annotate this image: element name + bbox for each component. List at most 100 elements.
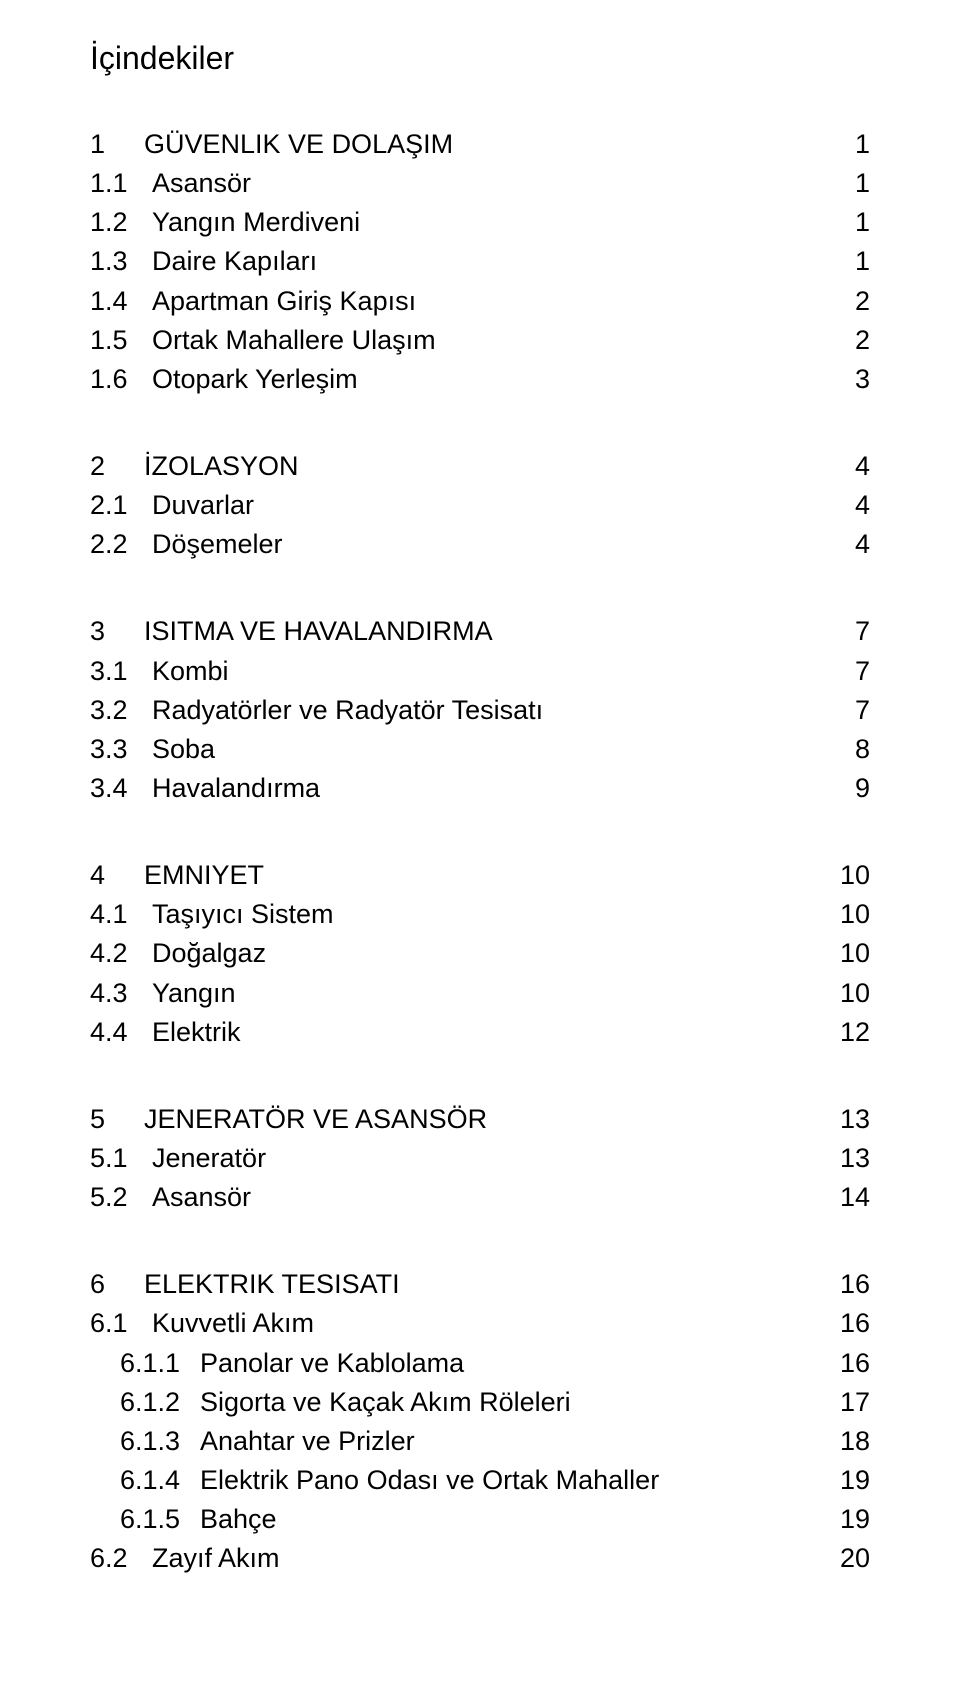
toc-item-row: 3.3Soba8 — [90, 730, 870, 769]
toc-section-label: İZOLASYON — [144, 447, 820, 486]
toc-item-label: Kuvvetli Akım — [152, 1304, 820, 1343]
toc-item-label: Yangın — [152, 974, 820, 1013]
toc-item-num: 3.4 — [90, 769, 152, 808]
toc-item-num: 5.2 — [90, 1178, 152, 1217]
toc-section-label: ISITMA VE HAVALANDIRMA — [144, 612, 820, 651]
toc-subitem-num: 6.1.5 — [120, 1500, 200, 1539]
toc-item-row: 2.1Duvarlar4 — [90, 486, 870, 525]
toc-page-num: 1 — [820, 164, 870, 203]
toc-section: 3ISITMA VE HAVALANDIRMA73.1Kombi73.2Rady… — [90, 612, 870, 808]
toc-subitem-num: 6.1.2 — [120, 1383, 200, 1422]
toc-page: İçindekiler 1GÜVENLIK VE DOLAŞIM11.1Asan… — [0, 0, 960, 1686]
page-title: İçindekiler — [90, 40, 870, 77]
toc-section-num: 2 — [90, 447, 144, 486]
toc-item-label: Radyatörler ve Radyatör Tesisatı — [152, 691, 820, 730]
toc-item-row: 1.6Otopark Yerleşim3 — [90, 360, 870, 399]
toc-subitem-num: 6.1.4 — [120, 1461, 200, 1500]
toc-item-label: Elektrik — [152, 1013, 820, 1052]
toc-item-label: Taşıyıcı Sistem — [152, 895, 820, 934]
toc-item-num: 2.2 — [90, 525, 152, 564]
toc-item-num: 4.2 — [90, 934, 152, 973]
toc-page-num: 4 — [820, 447, 870, 486]
toc-page-num: 14 — [820, 1178, 870, 1217]
toc-section-row: 5JENERATÖR VE ASANSÖR13 — [90, 1100, 870, 1139]
toc-page-num: 19 — [820, 1461, 870, 1500]
toc-section-label: EMNIYET — [144, 856, 820, 895]
toc-section-label: ELEKTRIK TESISATI — [144, 1265, 820, 1304]
toc-item-num: 3.1 — [90, 652, 152, 691]
toc-item-row: 2.2Döşemeler4 — [90, 525, 870, 564]
toc-subitem-num: 6.1.3 — [120, 1422, 200, 1461]
toc-item-label: Doğalgaz — [152, 934, 820, 973]
toc-section-row: 4EMNIYET10 — [90, 856, 870, 895]
toc-section-num: 3 — [90, 612, 144, 651]
toc-item-row: 1.3Daire Kapıları1 — [90, 242, 870, 281]
toc-item-num: 2.1 — [90, 486, 152, 525]
toc-section-row: 2İZOLASYON4 — [90, 447, 870, 486]
toc-item-row: 6.1Kuvvetli Akım16 — [90, 1304, 870, 1343]
toc-item-row: 4.4Elektrik12 — [90, 1013, 870, 1052]
toc-item-num: 1.1 — [90, 164, 152, 203]
toc-item-num: 6.2 — [90, 1539, 152, 1578]
toc-subitem-row: 6.1.4Elektrik Pano Odası ve Ortak Mahall… — [90, 1461, 870, 1500]
toc-item-row: 3.1Kombi7 — [90, 652, 870, 691]
toc-item-row: 5.2Asansör14 — [90, 1178, 870, 1217]
toc-page-num: 7 — [820, 691, 870, 730]
toc-item-label: Otopark Yerleşim — [152, 360, 820, 399]
toc-section: 1GÜVENLIK VE DOLAŞIM11.1Asansör11.2Yangı… — [90, 125, 870, 399]
toc-item-label: Asansör — [152, 1178, 820, 1217]
toc-item-label: Ortak Mahallere Ulaşım — [152, 321, 820, 360]
toc-item-num: 5.1 — [90, 1139, 152, 1178]
toc-page-num: 7 — [820, 612, 870, 651]
toc-item-row: 1.1Asansör1 — [90, 164, 870, 203]
toc-page-num: 10 — [820, 895, 870, 934]
toc-subitem-num: 6.1.1 — [120, 1344, 200, 1383]
toc-page-num: 18 — [820, 1422, 870, 1461]
toc-page-num: 13 — [820, 1139, 870, 1178]
toc-page-num: 8 — [820, 730, 870, 769]
toc-page-num: 12 — [820, 1013, 870, 1052]
toc-item-label: Asansör — [152, 164, 820, 203]
toc-item-row: 4.3Yangın10 — [90, 974, 870, 1013]
toc-page-num: 7 — [820, 652, 870, 691]
toc-subitem-row: 6.1.2Sigorta ve Kaçak Akım Röleleri17 — [90, 1383, 870, 1422]
toc-section: 4EMNIYET104.1Taşıyıcı Sistem104.2Doğalga… — [90, 856, 870, 1052]
toc-item-row: 5.1Jeneratör13 — [90, 1139, 870, 1178]
toc-page-num: 9 — [820, 769, 870, 808]
toc-item-row: 1.5Ortak Mahallere Ulaşım2 — [90, 321, 870, 360]
toc-subitem-row: 6.1.3Anahtar ve Prizler18 — [90, 1422, 870, 1461]
toc-item-num: 4.4 — [90, 1013, 152, 1052]
toc-subitem-row: 6.1.1Panolar ve Kablolama16 — [90, 1344, 870, 1383]
toc-page-num: 16 — [820, 1344, 870, 1383]
toc-section: 2İZOLASYON42.1Duvarlar42.2Döşemeler4 — [90, 447, 870, 564]
toc-item-num: 6.1 — [90, 1304, 152, 1343]
toc-body: 1GÜVENLIK VE DOLAŞIM11.1Asansör11.2Yangı… — [90, 125, 870, 1578]
toc-item-num: 3.2 — [90, 691, 152, 730]
toc-item-row: 6.2Zayıf Akım20 — [90, 1539, 870, 1578]
toc-section: 5JENERATÖR VE ASANSÖR135.1Jeneratör135.2… — [90, 1100, 870, 1217]
toc-item-label: Döşemeler — [152, 525, 820, 564]
toc-item-row: 3.4Havalandırma9 — [90, 769, 870, 808]
toc-section-row: 1GÜVENLIK VE DOLAŞIM1 — [90, 125, 870, 164]
toc-page-num: 13 — [820, 1100, 870, 1139]
toc-section-row: 3ISITMA VE HAVALANDIRMA7 — [90, 612, 870, 651]
toc-item-row: 3.2Radyatörler ve Radyatör Tesisatı7 — [90, 691, 870, 730]
toc-item-num: 1.6 — [90, 360, 152, 399]
toc-item-label: Duvarlar — [152, 486, 820, 525]
toc-section-num: 6 — [90, 1265, 144, 1304]
toc-page-num: 10 — [820, 974, 870, 1013]
toc-item-label: Daire Kapıları — [152, 242, 820, 281]
toc-item-label: Apartman Giriş Kapısı — [152, 282, 820, 321]
toc-item-row: 4.2Doğalgaz10 — [90, 934, 870, 973]
toc-item-row: 1.2Yangın Merdiveni1 — [90, 203, 870, 242]
toc-item-label: Havalandırma — [152, 769, 820, 808]
toc-subitem-label: Elektrik Pano Odası ve Ortak Mahaller — [200, 1461, 820, 1500]
toc-section-num: 4 — [90, 856, 144, 895]
toc-page-num: 2 — [820, 282, 870, 321]
toc-page-num: 17 — [820, 1383, 870, 1422]
toc-item-num: 1.3 — [90, 242, 152, 281]
toc-page-num: 4 — [820, 486, 870, 525]
toc-page-num: 1 — [820, 125, 870, 164]
toc-page-num: 16 — [820, 1265, 870, 1304]
toc-item-label: Soba — [152, 730, 820, 769]
